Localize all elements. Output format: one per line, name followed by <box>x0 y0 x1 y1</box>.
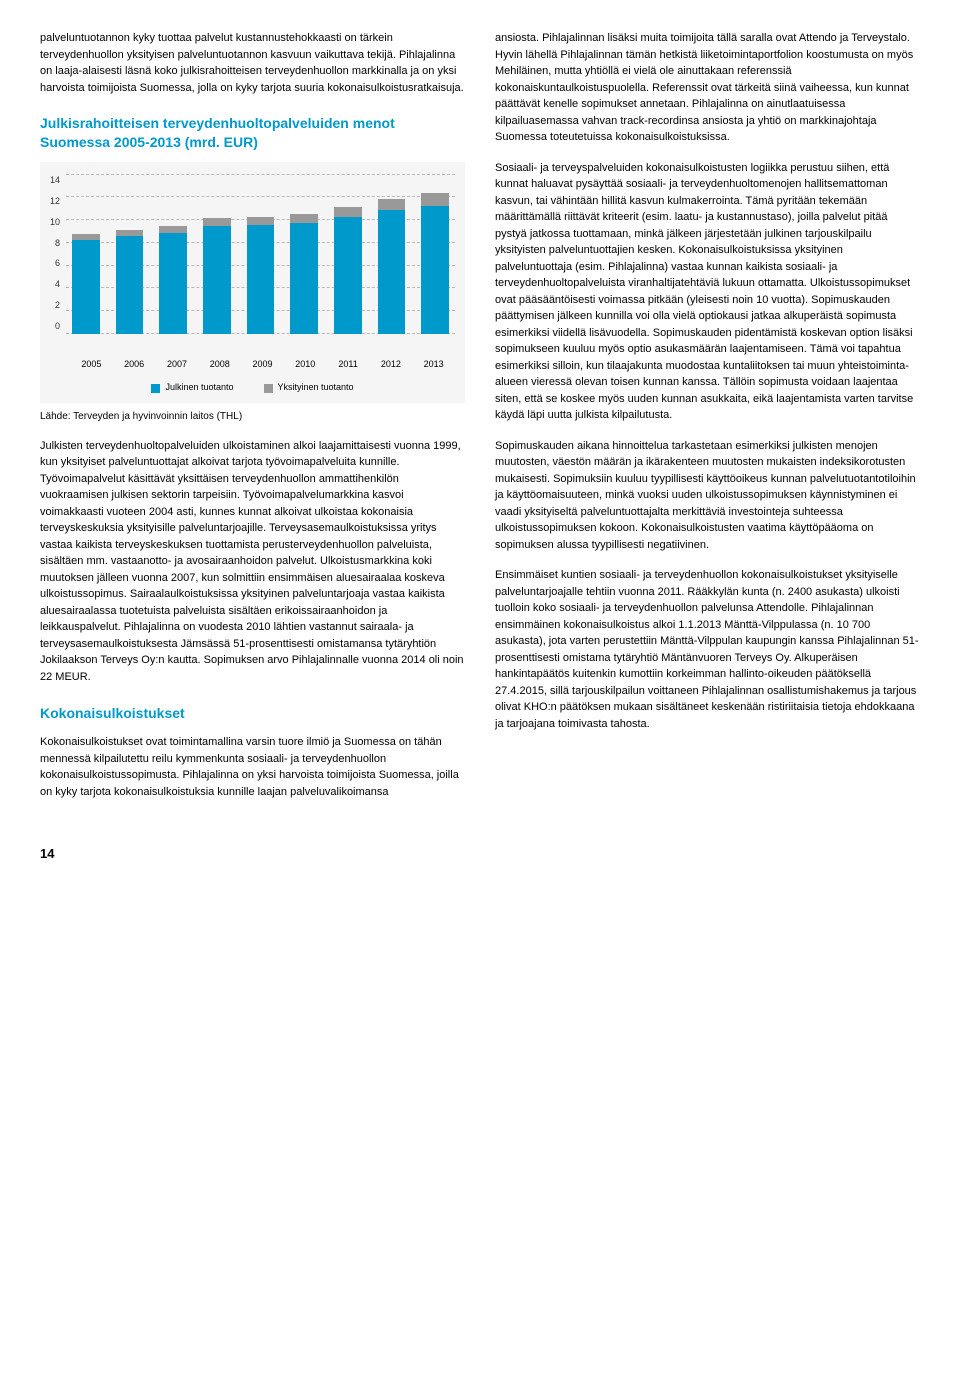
chart-container: 14 12 10 8 6 4 2 0 2005200620072008200920102011… <box>40 162 465 403</box>
right-column: ansiosta. Pihlajalinnan lisäksi muita to… <box>495 30 920 814</box>
bar-segment-primary <box>421 206 449 334</box>
bar-segment-secondary <box>378 199 406 210</box>
bar-segment-secondary <box>203 218 231 226</box>
bar-segment-primary <box>378 210 406 333</box>
y-tick-label: 14 <box>50 174 60 188</box>
x-tick-label: 2008 <box>198 358 241 372</box>
bar-stack <box>334 207 362 334</box>
bar-segment-primary <box>116 236 144 334</box>
chart-bars <box>66 174 455 334</box>
bar-segment-primary <box>290 223 318 334</box>
legend-label-secondary: Yksityinen tuotanto <box>278 381 354 395</box>
body-paragraph: Sopimuskauden aikana hinnoittelua tarkas… <box>495 438 920 554</box>
bar-group <box>66 174 106 334</box>
legend-swatch-icon <box>151 384 160 393</box>
bar-group <box>241 174 281 334</box>
y-tick-label: 2 <box>55 299 60 313</box>
chart-source: Lähde: Terveyden ja hyvinvoinnin laitos … <box>40 409 465 424</box>
bar-group <box>110 174 150 334</box>
y-tick-label: 8 <box>55 237 60 251</box>
bar-group <box>372 174 412 334</box>
x-tick-label: 2007 <box>156 358 199 372</box>
bar-segment-secondary <box>290 214 318 223</box>
body-paragraph: Sosiaali- ja terveyspalveluiden kokonais… <box>495 160 920 424</box>
left-column: palveluntuotannon kyky tuottaa palvelut … <box>40 30 465 814</box>
intro-paragraph: palveluntuotannon kyky tuottaa palvelut … <box>40 30 465 96</box>
legend-item-secondary: Yksityinen tuotanto <box>264 381 354 395</box>
x-tick-label: 2006 <box>113 358 156 372</box>
chart-x-labels: 200520062007200820092010201120122013 <box>50 358 455 372</box>
y-tick-label: 4 <box>55 278 60 292</box>
bar-stack <box>247 217 275 334</box>
bar-stack <box>159 226 187 333</box>
bar-group <box>197 174 237 334</box>
bar-stack <box>290 214 318 334</box>
chart-y-axis: 14 12 10 8 6 4 2 0 <box>50 174 66 334</box>
y-tick-label: 12 <box>50 195 60 209</box>
bar-group <box>284 174 324 334</box>
body-paragraph: Julkisten terveydenhuoltopalveluiden ulk… <box>40 438 465 686</box>
x-tick-label: 2010 <box>284 358 327 372</box>
legend-swatch-icon <box>264 384 273 393</box>
bar-segment-primary <box>72 240 100 334</box>
body-paragraph: Kokonaisulkoistukset ovat toimintamallin… <box>40 734 465 800</box>
bar-segment-primary <box>334 217 362 334</box>
subheading: Kokonaisulkoistukset <box>40 703 465 724</box>
page-number: 14 <box>40 844 920 864</box>
bar-stack <box>378 199 406 334</box>
bar-segment-primary <box>159 233 187 334</box>
y-tick-label: 6 <box>55 257 60 271</box>
bar-segment-primary <box>247 225 275 334</box>
legend-label-primary: Julkinen tuotanto <box>165 381 233 395</box>
legend-item-primary: Julkinen tuotanto <box>151 381 233 395</box>
bar-stack <box>72 234 100 333</box>
body-paragraph: Ensimmäiset kuntien sosiaali- ja terveyd… <box>495 567 920 732</box>
body-paragraph: ansiosta. Pihlajalinnan lisäksi muita to… <box>495 30 920 146</box>
chart-title: Julkisrahoitteisen terveydenhuoltopalvel… <box>40 114 465 152</box>
bar-segment-secondary <box>247 217 275 225</box>
y-tick-label: 10 <box>50 216 60 230</box>
bar-segment-secondary <box>421 193 449 206</box>
x-tick-label: 2009 <box>241 358 284 372</box>
x-tick-label: 2012 <box>369 358 412 372</box>
bar-group <box>153 174 193 334</box>
bar-stack <box>203 218 231 333</box>
bar-stack <box>421 193 449 334</box>
y-tick-label: 0 <box>55 320 60 334</box>
bar-segment-primary <box>203 226 231 333</box>
x-tick-label: 2005 <box>70 358 113 372</box>
bar-stack <box>116 230 144 334</box>
chart-legend: Julkinen tuotanto Yksityinen tuotanto <box>50 381 455 395</box>
x-tick-label: 2011 <box>327 358 370 372</box>
bar-group <box>328 174 368 334</box>
bar-segment-secondary <box>334 207 362 217</box>
chart-plot-area <box>66 174 455 334</box>
x-tick-label: 2013 <box>412 358 455 372</box>
bar-segment-secondary <box>159 226 187 233</box>
bar-group <box>415 174 455 334</box>
